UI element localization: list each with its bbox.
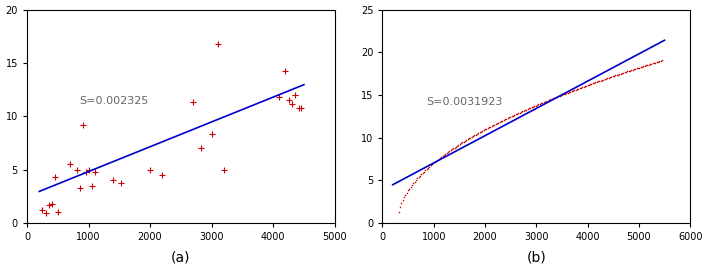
Text: S=0.0031923: S=0.0031923 <box>426 97 503 107</box>
Text: S=0.002325: S=0.002325 <box>79 96 149 106</box>
X-axis label: (a): (a) <box>171 251 190 264</box>
X-axis label: (b): (b) <box>527 251 546 264</box>
